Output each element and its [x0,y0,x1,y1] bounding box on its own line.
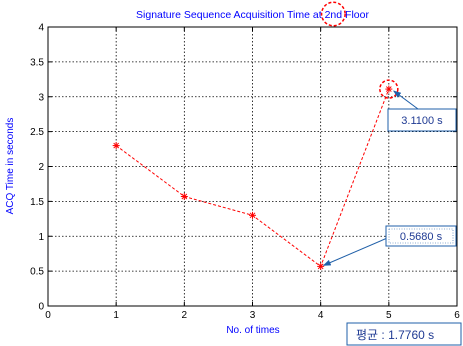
x-tick-label: 4 [318,310,324,321]
marker-stroke [113,142,120,149]
data-point-marker [385,85,393,93]
y-tick-label: 3 [38,92,44,103]
data-point-marker [317,262,325,270]
y-tick-label: 0 [38,302,44,313]
y-tick-label: 0.5 [30,267,44,278]
y-tick-label: 2.5 [30,127,44,138]
data-point-marker [112,142,120,150]
annotation-box [385,225,457,247]
y-tick-label: 1.5 [30,197,44,208]
annotation-inner-box [388,228,454,244]
x-tick-label: 0 [45,310,51,321]
marker-stroke [385,86,392,92]
y-tick-label: 1 [38,232,44,243]
annotation-arrow [393,90,419,110]
x-tick-label: 3 [250,310,256,321]
grid [48,27,457,306]
title-circled-ordinal: 2nd [325,9,343,21]
x-axis-label: No. of times [226,325,279,336]
y-tick-label: 2 [38,162,44,173]
ticks [47,26,458,307]
x-tick-label: 6 [454,310,460,321]
annotation-label: 3.1100 s [401,115,443,127]
data-point-marker [249,211,256,219]
tick-labels: 0 1 2 3 4 5 6 0 0.5 1 1.5 2 2.5 3 3.5 4 [30,23,460,322]
y-axis-label: ACQ Time in seconds [5,118,16,215]
title-prefix: Signature Sequence Acquisition Time at [136,9,325,21]
chart-title: Signature Sequence Acquisition Time at 2… [136,9,369,21]
annotations: 3.1100 s 0.5680 s [322,79,457,266]
y-tick-label: 4 [38,23,44,34]
average-label: 평균 : 1.7760 s [356,328,434,342]
highlight-circle [379,79,399,99]
title-suffix: Floor [342,9,369,21]
series [112,85,393,270]
annotation-box [387,108,457,132]
x-tick-label: 5 [386,310,392,321]
y-tick-label: 3.5 [30,57,44,68]
data-point-marker [180,192,188,200]
annotation-label: 0.5680 s [400,231,443,243]
marker-stroke [317,263,324,270]
x-tick-label: 2 [182,310,188,321]
x-tick-label: 1 [113,310,119,321]
annotation-arrow [322,235,393,266]
marker-stroke [249,212,256,219]
average-box [346,322,462,346]
title-highlight-circle [320,1,346,27]
marker-stroke [181,193,188,200]
